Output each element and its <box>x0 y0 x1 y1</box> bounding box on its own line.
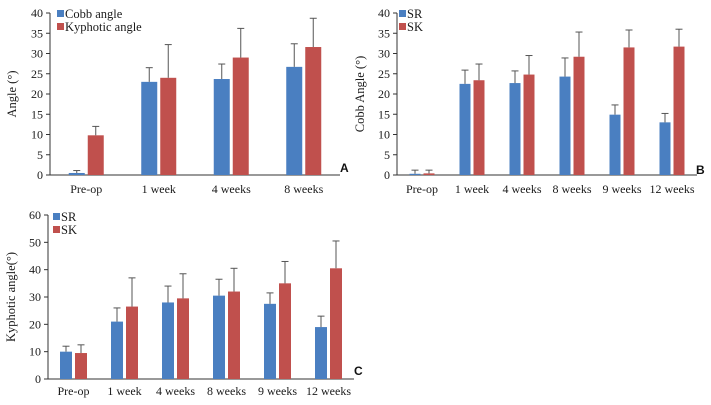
bar <box>609 114 621 175</box>
y-tick-label: 30 <box>29 290 41 304</box>
bar <box>473 80 485 175</box>
y-tick-label: 15 <box>31 107 43 121</box>
bar <box>177 298 189 379</box>
y-tick-label: 20 <box>378 87 390 101</box>
y-tick-label: 20 <box>31 87 43 101</box>
y-axis-title: Cobb Angle (°) <box>353 56 367 133</box>
panel-label: C <box>354 364 363 378</box>
bar <box>126 306 138 379</box>
bar <box>659 122 671 175</box>
y-tick-label: 25 <box>378 67 390 81</box>
y-tick-label: 50 <box>29 235 41 249</box>
bar <box>423 173 435 175</box>
y-tick-label: 0 <box>384 168 390 182</box>
bar <box>559 76 571 175</box>
x-tick-label: Pre-op <box>58 384 90 398</box>
bar <box>160 77 177 175</box>
y-tick-label: 25 <box>31 67 43 81</box>
y-tick-label: 60 <box>29 208 41 222</box>
x-tick-label: 1 week <box>107 384 141 398</box>
chart-panel-a: 0 5 10 15 20 25 30 35 40 Angle (°) Pre-op 1 week 4 w… <box>0 0 360 205</box>
chart-svg: 0 5 10 15 20 25 30 35 40 Angle (°) Pre-op 1 week 4 w… <box>5 6 349 196</box>
bar <box>162 302 174 379</box>
bar <box>509 83 521 175</box>
y-tick-label: 15 <box>378 107 390 121</box>
legend-swatch <box>53 226 60 233</box>
x-tick-label: 9 weeks <box>258 384 297 398</box>
y-tick-label: 40 <box>378 6 390 20</box>
y-tick-label: 5 <box>37 148 43 162</box>
bar <box>315 327 327 379</box>
y-axis-title: Kyphotic angle(°) <box>4 252 18 342</box>
bar <box>60 351 72 379</box>
bar <box>286 66 303 175</box>
y-axis-title: Angle (°) <box>5 71 19 118</box>
y-tick-label: 0 <box>35 372 41 386</box>
panel-label: B <box>696 163 705 177</box>
legend-label: SK <box>407 20 423 34</box>
y-tick-label: 0 <box>37 168 43 182</box>
legend-swatch <box>57 23 64 30</box>
y-tick-label: 10 <box>31 128 43 142</box>
chart-panel-c: 0 10 20 30 40 50 60 Kyphotic angle(°) Pre-op 1 we… <box>0 205 370 405</box>
legend-swatch <box>53 213 60 220</box>
panel-label: A <box>340 161 349 175</box>
x-tick-label: 1 week <box>142 182 176 196</box>
bar <box>68 172 85 175</box>
bar <box>523 74 535 175</box>
y-tick-label: 30 <box>378 47 390 61</box>
bar <box>573 56 585 175</box>
x-tick-label: 8 weeks <box>207 384 246 398</box>
bar <box>305 47 322 175</box>
x-tick-label: 9 weeks <box>603 182 642 196</box>
bar <box>673 46 685 175</box>
bar <box>213 295 225 379</box>
bar <box>232 57 249 175</box>
x-tick-label: Pre-op <box>70 182 102 196</box>
bar <box>330 268 342 379</box>
bar <box>213 79 230 175</box>
x-tick-label: 8 weeks <box>284 182 323 196</box>
x-tick-label: 8 weeks <box>553 182 592 196</box>
chart-panel-b: 0 5 10 15 20 25 30 35 40 Cobb Angle (°) Pre-op 1 we… <box>353 0 711 205</box>
bar <box>279 283 291 379</box>
bar <box>228 291 240 379</box>
y-tick-label: 35 <box>378 26 390 40</box>
bar <box>459 83 471 175</box>
x-tick-label: 12 weeks <box>650 182 695 196</box>
y-tick-label: 40 <box>29 263 41 277</box>
legend-label: SR <box>61 210 77 224</box>
legend-label: Kyphotic angle <box>65 20 142 34</box>
y-tick-label: 10 <box>29 345 41 359</box>
bar <box>264 303 276 379</box>
legend-label: SR <box>407 7 423 21</box>
x-tick-label: 12 weeks <box>306 384 351 398</box>
bar <box>111 321 123 379</box>
bar <box>623 47 635 175</box>
x-tick-label: 4 weeks <box>212 182 251 196</box>
x-tick-label: 4 weeks <box>503 182 542 196</box>
bar <box>75 353 87 379</box>
y-tick-label: 10 <box>378 128 390 142</box>
bar <box>409 173 421 175</box>
bar <box>87 135 104 175</box>
chart-svg: 0 10 20 30 40 50 60 Kyphotic angle(°) Pre-op 1 we… <box>4 208 363 398</box>
bar <box>141 81 158 175</box>
x-tick-label: 1 week <box>455 182 489 196</box>
y-tick-label: 5 <box>384 148 390 162</box>
legend-label: Cobb angle <box>65 7 123 21</box>
legend-swatch <box>57 10 64 17</box>
chart-svg: 0 5 10 15 20 25 30 35 40 Cobb Angle (°) Pre-op 1 we… <box>353 6 705 196</box>
legend-swatch <box>399 10 406 17</box>
y-tick-label: 20 <box>29 317 41 331</box>
legend-swatch <box>399 23 406 30</box>
x-tick-label: Pre-op <box>406 182 438 196</box>
y-tick-label: 40 <box>31 6 43 20</box>
y-tick-label: 35 <box>31 26 43 40</box>
legend-label: SK <box>61 223 77 237</box>
x-tick-label: 4 weeks <box>156 384 195 398</box>
y-tick-label: 30 <box>31 47 43 61</box>
